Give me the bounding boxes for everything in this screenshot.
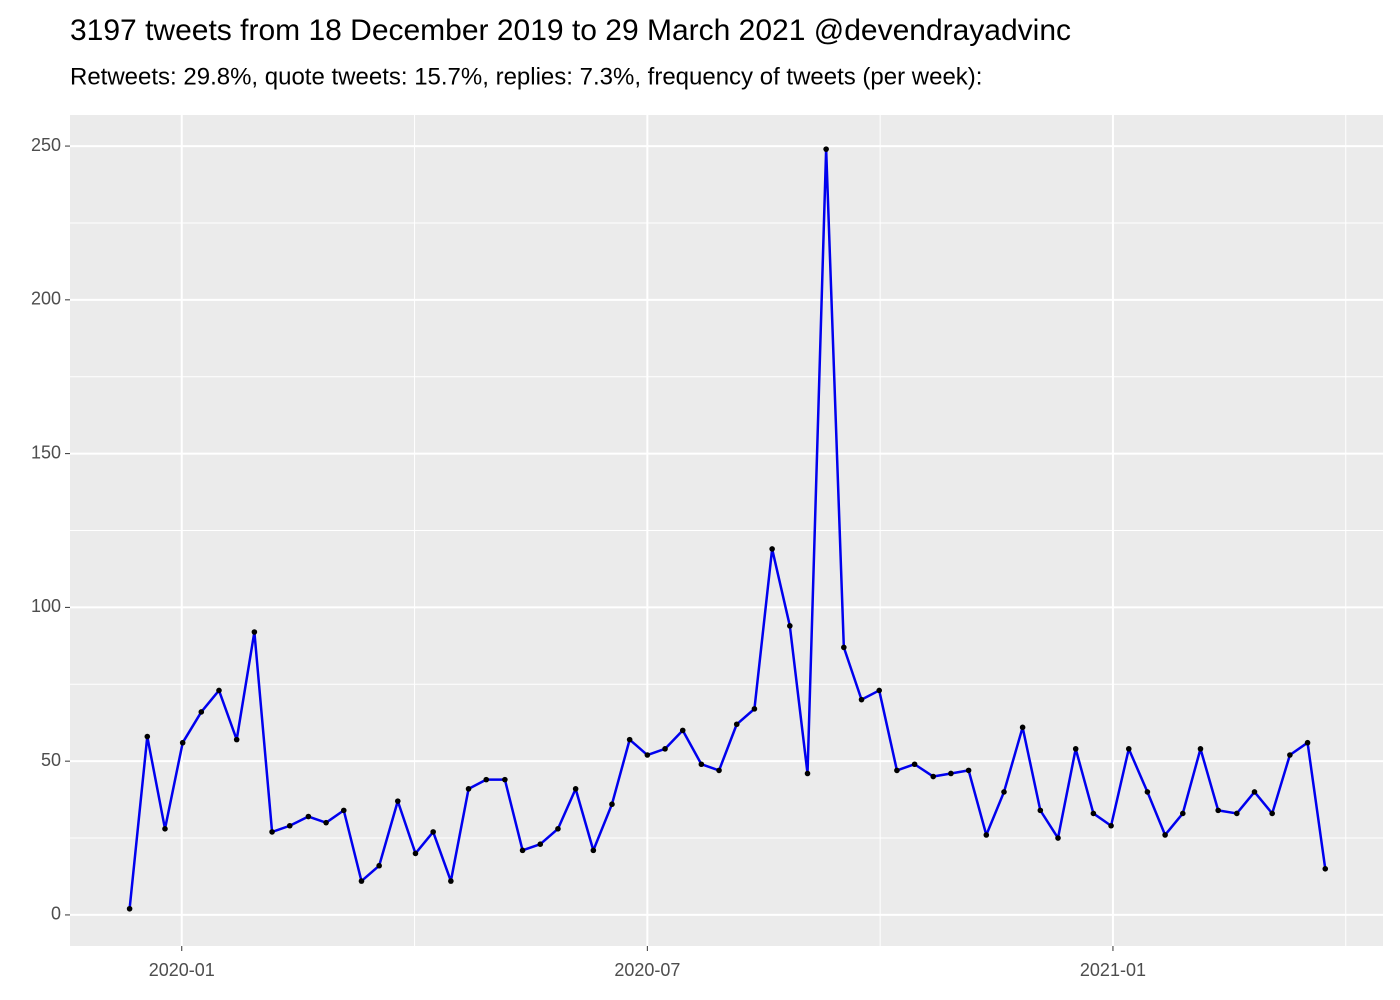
data-point bbox=[1179, 810, 1186, 817]
data-point bbox=[1019, 724, 1026, 731]
data-point bbox=[1125, 746, 1132, 752]
data-point bbox=[216, 687, 222, 694]
data-point bbox=[162, 826, 168, 832]
data-point bbox=[841, 644, 847, 651]
data-point bbox=[394, 798, 401, 804]
data-point bbox=[733, 721, 740, 728]
data-point bbox=[376, 862, 382, 869]
data-point bbox=[1234, 810, 1240, 817]
data-point bbox=[698, 761, 705, 768]
data-point bbox=[305, 813, 312, 820]
data-point bbox=[1269, 810, 1275, 817]
data-point bbox=[269, 829, 275, 835]
data-point bbox=[1108, 822, 1114, 829]
data-point bbox=[1162, 832, 1168, 838]
data-point bbox=[555, 826, 561, 832]
data-point bbox=[626, 736, 633, 743]
data-point bbox=[1287, 752, 1293, 758]
data-point bbox=[144, 733, 151, 740]
data-point bbox=[662, 746, 668, 752]
data-point bbox=[894, 767, 900, 774]
y-tick-label: 100 bbox=[31, 596, 61, 616]
data-point bbox=[502, 776, 508, 783]
data-point bbox=[233, 736, 240, 743]
data-point bbox=[609, 801, 615, 808]
data-point bbox=[340, 807, 347, 814]
data-point bbox=[1090, 810, 1097, 817]
data-point bbox=[251, 629, 258, 635]
x-tick-label: 2021-01 bbox=[1080, 960, 1146, 980]
data-point bbox=[858, 696, 865, 703]
y-tick-label: 150 bbox=[31, 442, 61, 462]
data-point bbox=[1144, 789, 1151, 795]
data-point bbox=[1037, 807, 1044, 814]
data-point bbox=[179, 739, 186, 746]
data-point bbox=[126, 905, 133, 912]
data-point bbox=[590, 847, 597, 854]
data-point bbox=[1322, 866, 1329, 872]
data-point bbox=[1215, 807, 1221, 814]
data-point bbox=[465, 786, 472, 792]
data-point bbox=[930, 773, 937, 780]
data-point bbox=[644, 752, 651, 758]
data-point bbox=[412, 850, 419, 857]
data-point bbox=[1304, 739, 1311, 746]
data-point bbox=[286, 822, 293, 829]
data-point bbox=[911, 761, 918, 768]
chart-subtitle: Retweets: 29.8%, quote tweets: 15.7%, re… bbox=[70, 63, 982, 90]
data-point bbox=[716, 767, 722, 774]
data-point bbox=[679, 727, 686, 734]
chart-title: 3197 tweets from 18 December 2019 to 29 … bbox=[70, 14, 1071, 47]
y-tick-label: 200 bbox=[31, 289, 61, 309]
data-point bbox=[448, 878, 454, 884]
y-tick-label: 0 bbox=[51, 904, 61, 924]
x-tick-label: 2020-07 bbox=[614, 960, 680, 980]
data-point bbox=[876, 687, 883, 694]
data-point bbox=[948, 770, 954, 777]
data-point bbox=[1072, 746, 1079, 752]
x-tick-label: 2020-01 bbox=[149, 960, 215, 980]
data-point bbox=[519, 847, 526, 854]
data-point bbox=[1055, 835, 1061, 841]
data-point bbox=[198, 709, 205, 715]
data-point bbox=[751, 706, 758, 712]
data-point bbox=[430, 829, 436, 835]
data-point bbox=[804, 770, 811, 777]
data-point bbox=[965, 767, 972, 774]
data-point bbox=[823, 146, 829, 152]
data-point bbox=[1001, 789, 1007, 795]
data-point bbox=[983, 832, 990, 838]
data-line bbox=[128, 147, 1327, 909]
data-point bbox=[1197, 746, 1204, 752]
data-point bbox=[769, 546, 775, 552]
data-point bbox=[572, 786, 579, 792]
data-point bbox=[358, 878, 365, 884]
y-tick-label: 250 bbox=[31, 135, 61, 155]
data-point bbox=[537, 841, 544, 848]
data-point bbox=[483, 776, 490, 783]
data-point bbox=[323, 819, 329, 826]
data-point bbox=[1251, 789, 1258, 795]
data-point bbox=[787, 623, 793, 629]
y-tick-label: 50 bbox=[41, 750, 61, 770]
